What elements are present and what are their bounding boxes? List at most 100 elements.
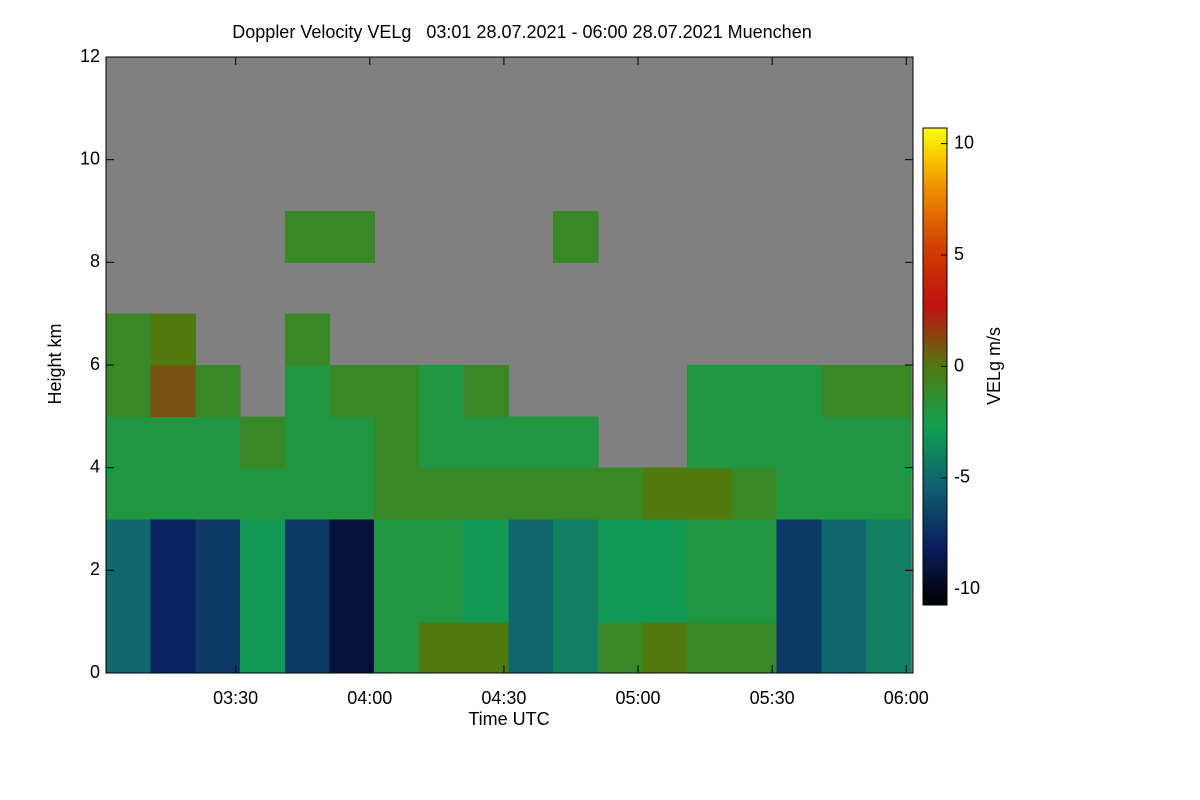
x-axis-label: Time UTC	[468, 709, 549, 729]
y-axis-label: Height km	[45, 323, 65, 404]
heatmap-cell	[508, 467, 554, 520]
heatmap-cell	[329, 211, 375, 263]
heatmap-cell	[866, 519, 912, 571]
heatmap-cell	[463, 621, 509, 674]
heatmap-cell	[731, 365, 778, 417]
heatmap-cell	[329, 519, 375, 571]
heatmap-cell	[866, 365, 912, 417]
heatmap-cell	[866, 416, 912, 469]
heatmap-cell	[195, 621, 241, 674]
heatmap-cell	[150, 570, 197, 623]
heatmap-cell	[866, 467, 912, 520]
heatmap-cell	[105, 365, 152, 417]
heatmap-cell	[821, 467, 867, 520]
heatmap-cell	[463, 365, 509, 417]
heatmap-cell	[597, 519, 644, 571]
colorbar-label: VELg m/s	[984, 327, 1004, 405]
heatmap-cell	[150, 519, 197, 571]
heatmap-cell	[553, 621, 599, 674]
heatmap-cell	[508, 621, 554, 674]
heatmap-cell	[687, 467, 733, 520]
heatmap-cell	[731, 621, 778, 674]
heatmap-cell	[821, 519, 867, 571]
colorbar-tick-label: -5	[954, 467, 970, 487]
heatmap-cell	[195, 519, 241, 571]
heatmap-cell	[195, 365, 241, 417]
heatmap-cell	[105, 467, 152, 520]
heatmap-cell	[105, 416, 152, 469]
heatmap-cell	[418, 570, 465, 623]
heatmap-cell	[284, 416, 331, 469]
y-tick-label: 4	[90, 456, 100, 476]
heatmap-cell	[240, 621, 286, 674]
heatmap-cell	[418, 621, 465, 674]
heatmap-cell	[284, 570, 331, 623]
heatmap-cell	[195, 570, 241, 623]
heatmap-cell	[329, 570, 375, 623]
heatmap-cell	[240, 570, 286, 623]
heatmap-cell	[463, 519, 509, 571]
heatmap-cell	[150, 416, 197, 469]
x-tick-label: 04:30	[481, 688, 526, 708]
heatmap-cell	[150, 313, 197, 366]
heatmap-cell	[105, 570, 152, 623]
heatmap-cell	[642, 467, 688, 520]
heatmap-cell	[731, 467, 778, 520]
heatmap-cell	[776, 621, 822, 674]
heatmap-cell	[508, 519, 554, 571]
heatmap-cell	[284, 365, 331, 417]
heatmap-cell	[553, 570, 599, 623]
heatmap-cell	[642, 621, 688, 674]
colorbar-tick-label: 5	[954, 244, 964, 264]
heatmap-cell	[418, 519, 465, 571]
y-tick-label: 8	[90, 251, 100, 271]
heatmap-cell	[866, 621, 912, 674]
heatmap-cell	[329, 365, 375, 417]
heatmap-cell	[731, 416, 778, 469]
heatmap-cell	[240, 519, 286, 571]
heatmap-cell	[821, 365, 867, 417]
y-tick-label: 0	[90, 662, 100, 682]
heatmap-cell	[150, 365, 197, 417]
heatmap-cell	[553, 467, 599, 520]
heatmap-cell	[284, 621, 331, 674]
heatmap-cell	[866, 570, 912, 623]
x-tick-label: 05:00	[616, 688, 661, 708]
heatmap-cell	[195, 467, 241, 520]
heatmap-cell	[284, 313, 331, 366]
heatmap-cell	[821, 570, 867, 623]
heatmap-cell	[463, 416, 509, 469]
heatmap-cell	[553, 416, 599, 469]
colorbar-tick-label: 0	[954, 355, 964, 375]
heatmap-cell	[374, 416, 420, 469]
heatmap-cell	[687, 621, 733, 674]
heatmap-cell	[687, 570, 733, 623]
heatmap-cell	[418, 467, 465, 520]
heatmap-cell	[642, 519, 688, 571]
heatmap-cell	[240, 416, 286, 469]
heatmap-cell	[776, 365, 822, 417]
heatmap-cell	[776, 570, 822, 623]
heatmap-cell	[284, 467, 331, 520]
heatmap-cell	[731, 519, 778, 571]
heatmap-cell	[463, 467, 509, 520]
heatmap-cell	[374, 467, 420, 520]
heatmap-cell	[284, 519, 331, 571]
x-tick-label: 06:00	[884, 688, 929, 708]
heatmap-cell	[597, 570, 644, 623]
heatmap-cell	[508, 570, 554, 623]
heatmap-cell	[731, 570, 778, 623]
y-tick-label: 10	[80, 148, 100, 168]
colorbar-tick-label: 10	[954, 132, 974, 152]
heatmap-cell	[642, 570, 688, 623]
colorbar-tick-label: -10	[954, 578, 980, 598]
heatmap-cell	[553, 211, 599, 263]
heatmap-cell	[105, 621, 152, 674]
heatmap-cell	[776, 416, 822, 469]
heatmap-cell	[105, 519, 152, 571]
heatmap-cell	[821, 416, 867, 469]
heatmap-cell	[687, 365, 733, 417]
heatmap-cell	[418, 416, 465, 469]
heatmap-cell	[553, 519, 599, 571]
heatmap-cell	[374, 365, 420, 417]
